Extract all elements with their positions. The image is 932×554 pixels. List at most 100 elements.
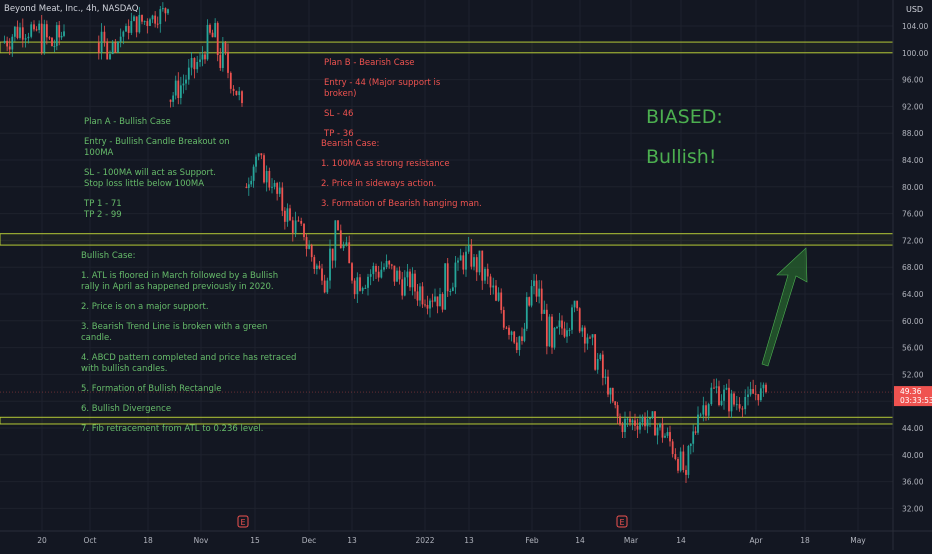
candle-body bbox=[515, 342, 518, 351]
candle-body bbox=[43, 24, 46, 53]
candle-body bbox=[375, 265, 377, 272]
candle-body bbox=[723, 389, 725, 401]
candle-body bbox=[733, 393, 735, 405]
candle-body bbox=[599, 354, 602, 360]
earnings-marker-icon bbox=[616, 515, 628, 528]
candle-body bbox=[380, 269, 383, 278]
candle-body bbox=[159, 9, 162, 25]
candle-body bbox=[741, 408, 744, 410]
candle-body bbox=[297, 220, 300, 222]
bullish-case-item: 5. Formation of Bullish Rectangle bbox=[81, 384, 222, 394]
candle-body bbox=[500, 292, 503, 311]
candle-body bbox=[100, 31, 103, 53]
candle-body bbox=[187, 67, 190, 80]
candle-body bbox=[224, 42, 227, 52]
candle-body bbox=[48, 37, 51, 39]
candle-body bbox=[141, 14, 143, 22]
currency-label: USD bbox=[906, 5, 924, 14]
candle-body bbox=[53, 46, 56, 48]
candle-body bbox=[611, 387, 614, 402]
price-tick-label: 92.00 bbox=[902, 102, 924, 111]
candle-body bbox=[300, 220, 303, 224]
candle-body bbox=[583, 327, 586, 344]
bullish-case-item: 7. Fib retracement from ATL to 0.236 lev… bbox=[81, 424, 264, 434]
candle-body bbox=[744, 396, 747, 410]
candle-body bbox=[250, 180, 253, 185]
candle-body bbox=[666, 432, 669, 436]
candle-body bbox=[631, 420, 634, 423]
candle-body bbox=[757, 394, 760, 401]
bullish-case-title: Bullish Case: bbox=[81, 251, 136, 261]
candle-body bbox=[278, 187, 281, 194]
candle-body bbox=[649, 417, 651, 420]
candle-body bbox=[241, 91, 243, 104]
candle-body bbox=[268, 170, 271, 188]
candle-body bbox=[103, 31, 106, 42]
candle-body bbox=[545, 309, 548, 347]
candle-body bbox=[626, 418, 629, 420]
candle-body bbox=[446, 263, 449, 292]
candle-body bbox=[345, 242, 348, 246]
last-price-box bbox=[894, 386, 932, 407]
symbol-title[interactable]: Beyond Meat, Inc., 4h, NASDAQ bbox=[4, 4, 139, 14]
candle-body bbox=[586, 337, 589, 344]
candle-body bbox=[263, 155, 265, 183]
candle-body bbox=[291, 220, 294, 233]
candle-body bbox=[697, 414, 699, 433]
time-axis[interactable]: 20 Oct 18 Nov 15 Dec 13 2022 13 Feb 14 Mar 14 Apr 18 Ma… bbox=[37, 536, 866, 545]
candle-body bbox=[318, 265, 321, 269]
candle-body bbox=[260, 153, 263, 156]
price-tick-label: 104.00 bbox=[902, 22, 928, 31]
candle-body bbox=[465, 251, 467, 270]
candle-body bbox=[571, 307, 573, 330]
candle-body bbox=[55, 25, 58, 47]
plan-b-tp: TP - 36 bbox=[324, 129, 354, 139]
candle-body bbox=[329, 248, 331, 281]
candle-body bbox=[629, 418, 631, 423]
candle-body bbox=[359, 277, 361, 291]
time-tick-label: Oct bbox=[84, 536, 97, 545]
candle-body bbox=[58, 25, 61, 38]
candle-body bbox=[8, 46, 11, 50]
candle-body bbox=[454, 262, 457, 288]
candle-body bbox=[146, 21, 149, 27]
candle-body bbox=[227, 51, 229, 73]
candle-body bbox=[21, 27, 24, 40]
price-zone bbox=[0, 233, 894, 246]
bar-countdown: 03:33:53 bbox=[900, 396, 932, 405]
candle-body bbox=[63, 31, 65, 36]
plan-a-tp: TP 1 - 71 TP 2 - 99 bbox=[84, 199, 122, 220]
price-tick-label: 76.00 bbox=[902, 210, 924, 219]
candle-body bbox=[473, 257, 475, 267]
candle-body bbox=[310, 245, 313, 258]
plan-a-title: Plan A - Bullish Case bbox=[84, 117, 171, 127]
bearish-case-item: 2. Price in sideways action. bbox=[321, 179, 437, 189]
candle-body bbox=[60, 35, 63, 38]
candle-body bbox=[436, 296, 439, 307]
candle-body bbox=[294, 220, 297, 233]
candle-body bbox=[451, 287, 454, 291]
earnings-marker-letter: E bbox=[240, 518, 245, 527]
candle-body bbox=[619, 416, 621, 425]
candle-body bbox=[692, 431, 695, 444]
time-tick-label: Apr bbox=[750, 536, 764, 545]
candle-body bbox=[209, 24, 211, 33]
candle-body bbox=[211, 32, 214, 38]
candle-body bbox=[35, 29, 38, 31]
candle-body bbox=[361, 287, 364, 291]
bullish-case-item: 2. Price is on a major support. bbox=[81, 302, 209, 312]
candle-body bbox=[589, 337, 591, 339]
candle-body bbox=[566, 330, 568, 337]
time-tick-label: 18 bbox=[800, 536, 810, 545]
candles bbox=[3, 2, 767, 483]
candle-body bbox=[705, 405, 707, 416]
candle-body bbox=[738, 404, 741, 409]
candle-body bbox=[305, 237, 308, 249]
candle-body bbox=[416, 291, 419, 301]
candle-body bbox=[478, 250, 481, 273]
candle-body bbox=[235, 90, 238, 96]
candle-body bbox=[353, 280, 356, 295]
